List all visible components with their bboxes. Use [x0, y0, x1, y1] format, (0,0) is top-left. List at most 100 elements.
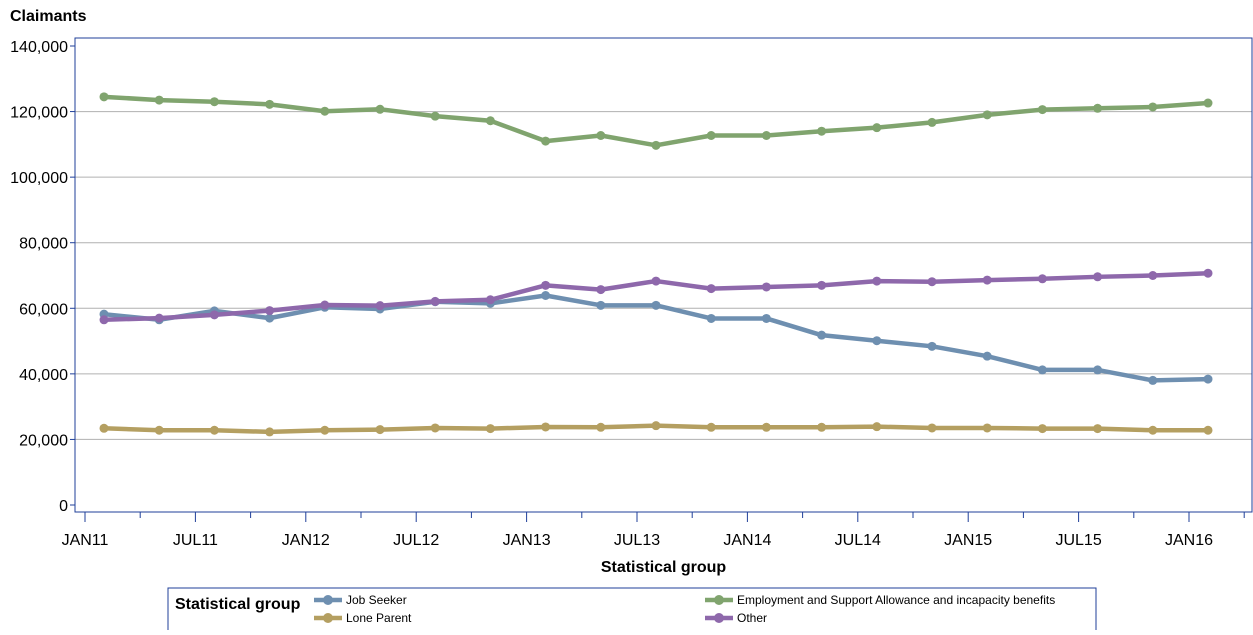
- y-tick-label: 80,000: [19, 236, 68, 253]
- data-point: [430, 423, 440, 433]
- data-point: [99, 423, 109, 433]
- series-job-seeker: [99, 290, 1213, 385]
- legend-label: Employment and Support Allowance and inc…: [737, 593, 1055, 607]
- x-tick-label: JAN14: [723, 532, 771, 549]
- data-point: [817, 330, 827, 340]
- data-point: [99, 92, 109, 102]
- plot-frame: [74, 37, 1253, 513]
- legend-frame: [167, 587, 1097, 635]
- data-point: [872, 422, 882, 432]
- data-point: [761, 422, 771, 432]
- data-point: [651, 300, 661, 310]
- data-point: [320, 425, 330, 435]
- data-point: [596, 300, 606, 310]
- data-point: [596, 422, 606, 432]
- data-point: [1203, 425, 1213, 435]
- data-point: [872, 336, 882, 346]
- data-point: [927, 117, 937, 127]
- data-point: [1203, 374, 1213, 384]
- series-other: [99, 268, 1213, 325]
- data-point: [761, 131, 771, 141]
- legend: Statistical group Job Seeker Employment a…: [167, 587, 1097, 635]
- data-point: [541, 136, 551, 146]
- legend-swatch-marker: [714, 613, 724, 623]
- data-point: [485, 116, 495, 126]
- x-tick-label: JAN15: [944, 532, 992, 549]
- y-tick-label: 20,000: [19, 432, 68, 449]
- legend-item: Lone Parent: [314, 611, 412, 625]
- data-point: [1093, 103, 1103, 113]
- y-tick-label: 100,000: [10, 170, 68, 187]
- y-axis-title: Claimants: [10, 8, 87, 25]
- y-tick-label: 120,000: [10, 105, 68, 122]
- data-point: [154, 425, 164, 435]
- data-point: [265, 306, 275, 316]
- data-point: [982, 275, 992, 285]
- data-point: [320, 300, 330, 310]
- legend-label: Other: [737, 611, 767, 625]
- data-point: [485, 424, 495, 434]
- y-tick-label: 140,000: [10, 39, 68, 56]
- data-point: [1203, 98, 1213, 108]
- x-tick-label: JUL12: [393, 532, 439, 549]
- x-tick-label: JAN12: [282, 532, 330, 549]
- data-point: [485, 295, 495, 305]
- data-point: [375, 104, 385, 114]
- data-point: [1148, 271, 1158, 280]
- x-axis: JAN11 JUL11 JAN12 JUL12 JAN13 JUL13 JAN14 JUL14…: [62, 512, 1245, 549]
- data-point: [817, 126, 827, 136]
- data-point: [872, 123, 882, 133]
- data-point: [265, 313, 275, 323]
- data-point: [1203, 268, 1213, 278]
- data-point: [927, 277, 937, 287]
- series-employment-and-support-allowance-and-incapacity-benefits: [99, 92, 1213, 150]
- legend-item: Other: [705, 611, 767, 625]
- data-point: [541, 290, 551, 300]
- data-point: [1037, 365, 1047, 375]
- legend-swatch-marker: [323, 613, 333, 623]
- data-point: [265, 427, 275, 437]
- data-point: [982, 423, 992, 433]
- data-point: [817, 280, 827, 290]
- legend-label: Lone Parent: [346, 611, 412, 625]
- legend-swatch-marker: [323, 595, 333, 605]
- x-tick-label: JUL14: [835, 532, 881, 549]
- data-point: [209, 97, 219, 107]
- x-tick-label: JAN13: [503, 532, 551, 549]
- data-point: [1037, 424, 1047, 434]
- data-point: [982, 110, 992, 120]
- data-point: [706, 131, 716, 141]
- data-point: [430, 111, 440, 121]
- legend-swatch-marker: [714, 595, 724, 605]
- data-point: [265, 99, 275, 109]
- data-point: [209, 310, 219, 320]
- x-tick-label: JAN16: [1165, 532, 1213, 549]
- legend-label: Job Seeker: [346, 593, 407, 607]
- y-axis: 0 20,000 40,000 60,000 80,000 100,000 120,000 1…: [10, 39, 75, 515]
- data-point: [1093, 272, 1103, 282]
- data-point: [651, 276, 661, 286]
- data-point: [596, 131, 606, 141]
- legend-title: Statistical group: [175, 596, 301, 613]
- data-point: [1037, 105, 1047, 115]
- y-tick-label: 40,000: [19, 367, 68, 384]
- x-tick-label: JAN11: [62, 532, 109, 549]
- data-point: [761, 282, 771, 292]
- legend-items: Job Seeker Employment and Support Allowan…: [314, 593, 1055, 625]
- legend-item: Employment and Support Allowance and inc…: [705, 593, 1055, 607]
- data-point: [1093, 365, 1103, 375]
- data-point: [1037, 274, 1047, 284]
- data-point: [375, 301, 385, 311]
- y-tick-label: 60,000: [19, 301, 68, 318]
- data-point: [209, 425, 219, 435]
- data-point: [651, 421, 661, 431]
- data-point: [320, 106, 330, 116]
- x-tick-label: JUL15: [1055, 532, 1101, 549]
- data-point: [430, 296, 440, 306]
- data-point: [541, 422, 551, 432]
- y-tick-label: 0: [59, 498, 68, 515]
- data-point: [1148, 375, 1158, 385]
- data-point: [872, 276, 882, 286]
- data-point: [596, 285, 606, 295]
- legend-item: Job Seeker: [314, 593, 407, 607]
